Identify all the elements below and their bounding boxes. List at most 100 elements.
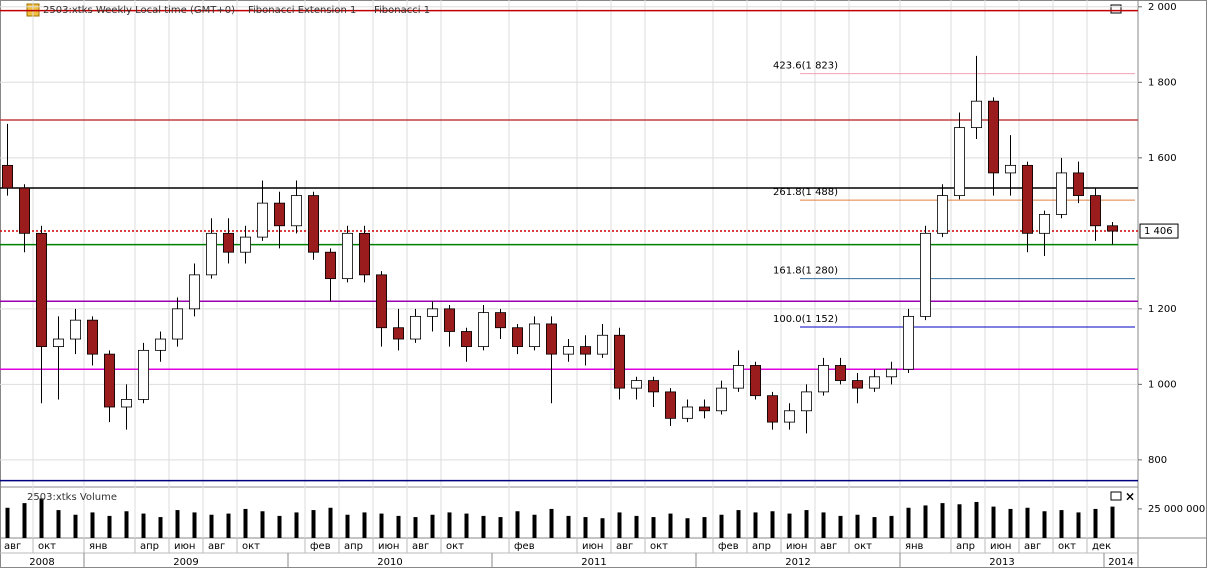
x-tick-label: окт xyxy=(446,541,464,552)
candle-body xyxy=(563,346,575,355)
fib-label: 100.0(1 152) xyxy=(773,314,838,325)
volume-bar xyxy=(940,503,945,538)
volume-bar xyxy=(753,512,758,538)
volume-bar xyxy=(1042,511,1047,538)
volume-bar xyxy=(124,511,129,538)
candle-body xyxy=(1073,172,1085,196)
x-tick-label: авг xyxy=(616,541,633,552)
volume-bar xyxy=(498,517,503,538)
x-tick-label: апр xyxy=(752,541,771,552)
year-label: 2011 xyxy=(581,557,606,568)
y-tick-label: 1 600 xyxy=(1148,153,1177,164)
volume-bar xyxy=(787,513,792,538)
candle-body xyxy=(869,376,881,389)
candle-body xyxy=(239,236,251,253)
candle-body xyxy=(290,195,302,227)
menu[interactable]: Fibonacci 1 xyxy=(374,5,430,16)
volume-bar xyxy=(73,514,78,538)
candle-body xyxy=(631,380,643,389)
fib-label: 261.8(1 488) xyxy=(773,187,838,198)
volume-title: 2503:xtks Volume xyxy=(27,492,117,503)
volume-bar xyxy=(872,517,877,538)
menu[interactable]: Fibonacci Extension 1 xyxy=(248,5,356,16)
volume-bar xyxy=(532,514,537,538)
maximize-button[interactable] xyxy=(1110,4,1122,14)
candle-body xyxy=(767,395,779,423)
x-tick-label: фев xyxy=(514,541,535,552)
candle-body xyxy=(171,308,183,340)
candle-body xyxy=(358,232,370,276)
candle-body xyxy=(1005,164,1017,174)
x-tick-label: фев xyxy=(310,541,331,552)
volume-bar xyxy=(192,512,197,538)
candle-body xyxy=(1090,195,1102,227)
x-tick-label: июн xyxy=(582,541,603,552)
volume-bar xyxy=(838,515,843,538)
volume-bar xyxy=(617,512,622,538)
year-label: 2012 xyxy=(785,557,810,568)
candle-body xyxy=(580,346,592,355)
candle-body xyxy=(682,406,694,419)
candle-body xyxy=(324,251,336,280)
candle-body xyxy=(1056,172,1068,215)
candle-body xyxy=(477,312,489,347)
year-label: 2009 xyxy=(173,557,198,568)
volume-bar xyxy=(736,510,741,538)
volume-bar xyxy=(974,501,979,538)
volume-bar xyxy=(277,515,282,538)
volume-bar xyxy=(1008,508,1013,538)
candle-body xyxy=(971,100,983,129)
y-tick-label: 800 xyxy=(1148,455,1167,466)
volume-bar xyxy=(583,517,588,538)
year-label: 2008 xyxy=(29,557,54,568)
candle-body xyxy=(733,365,745,389)
candle-body xyxy=(886,368,898,378)
volume-bar xyxy=(430,514,435,538)
volume-bar xyxy=(464,513,469,538)
volume-bar xyxy=(379,513,384,538)
x-tick-label: апр xyxy=(140,541,159,552)
candle-body xyxy=(154,338,166,351)
close-button[interactable]: × xyxy=(1125,490,1135,504)
candle-body xyxy=(87,319,99,355)
volume-bar xyxy=(1059,510,1064,538)
volume-bar xyxy=(770,511,775,538)
candle-body xyxy=(920,232,932,317)
candle-body xyxy=(801,391,813,412)
candle-body xyxy=(460,331,472,347)
x-tick-label: фев xyxy=(718,541,739,552)
volume-bar xyxy=(396,515,401,538)
x-tick-label: янв xyxy=(905,541,924,552)
volume-bar xyxy=(158,517,163,538)
x-tick-label: дек xyxy=(1092,541,1111,552)
candle-body xyxy=(443,308,455,332)
volume-bar xyxy=(39,498,44,538)
volume-bar xyxy=(515,511,520,538)
volume-bar xyxy=(668,513,673,538)
volume-bar xyxy=(447,512,452,538)
candle-body xyxy=(546,323,558,355)
candle-body xyxy=(614,334,626,389)
candle-body xyxy=(273,202,285,227)
volume-bar xyxy=(311,510,316,538)
volume-bar xyxy=(260,511,265,538)
candle-body xyxy=(36,232,48,347)
volume-bar xyxy=(600,518,605,538)
x-tick-label: июн xyxy=(174,541,195,552)
candle-body xyxy=(256,202,268,238)
y-tick-label: 1 000 xyxy=(1148,379,1177,390)
candle-body xyxy=(835,365,847,381)
volume-bar xyxy=(634,515,639,538)
candle-body xyxy=(392,327,404,340)
candle-body xyxy=(70,319,82,340)
maximize-button[interactable] xyxy=(1110,491,1122,501)
x-tick-label: окт xyxy=(854,541,872,552)
year-label: 2014 xyxy=(1108,557,1133,568)
volume-bar xyxy=(702,517,707,538)
candle-body xyxy=(137,349,149,400)
volume-bar xyxy=(56,510,61,538)
candle-body xyxy=(494,312,506,329)
x-tick-label: окт xyxy=(650,541,668,552)
